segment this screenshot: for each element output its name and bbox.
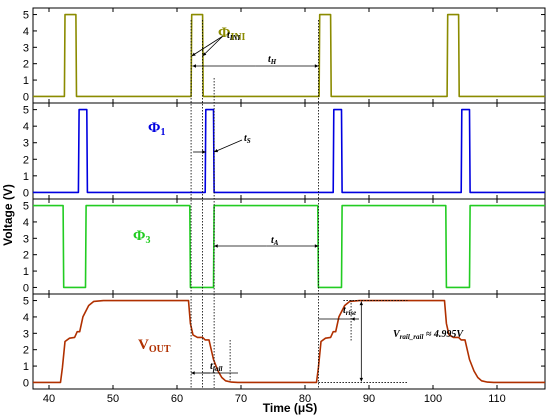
y-tick-label: 3 <box>23 328 29 340</box>
arrow-t-rise-head-head <box>351 317 355 321</box>
x-tick-label: 40 <box>43 393 55 405</box>
arrow-t-ini-b <box>202 35 224 57</box>
y-axis-label: Voltage (V) <box>1 184 15 246</box>
x-axis-label: Time (μS) <box>263 401 317 415</box>
arrow-t-fall-a-head <box>191 371 195 375</box>
x-tick-label: 100 <box>424 393 442 405</box>
y-tick-label: 3 <box>23 138 29 150</box>
x-tick-label: 80 <box>299 393 311 405</box>
series-line-2 <box>33 204 545 289</box>
y-tick-label: 2 <box>23 59 29 71</box>
arrow-t-ini-a-head <box>191 52 196 56</box>
arrow-t-ini-a-shaft <box>191 35 224 57</box>
y-tick-label: 1 <box>23 171 29 183</box>
y-tick-label: 4 <box>23 26 29 38</box>
y-tick-label: 1 <box>23 75 29 87</box>
arrow-t-s-b-head <box>214 148 219 153</box>
arrow-t-h-right <box>255 64 319 68</box>
arrow-t-s-b-shaft <box>213 139 243 153</box>
series-line-1 <box>33 108 545 194</box>
arrow-t-h-right-head <box>314 64 319 68</box>
panel-title-phi-3: Φ3 <box>133 228 150 246</box>
arrow-vrail-down-head <box>359 377 364 382</box>
series-line-3 <box>33 299 545 384</box>
annotation-t-h: tH <box>268 54 277 66</box>
x-tick-label: 70 <box>235 393 247 405</box>
panel-2: 0 1 2 3 4 5 <box>23 198 546 295</box>
y-tick-label: 2 <box>23 250 29 262</box>
arrow-t-s-a <box>193 150 206 154</box>
arrow-t-a-left-head <box>214 244 218 248</box>
arrow-t-a-right <box>266 244 319 248</box>
panel-3: 0 1 2 3 4 5 <box>23 293 546 390</box>
y-tick-label: 2 <box>23 345 29 357</box>
annotation-t-ini: tINI <box>227 30 241 42</box>
arrow-t-s-a-head <box>202 150 206 154</box>
y-tick-label: 1 <box>23 266 29 278</box>
x-tick-label: 90 <box>363 393 375 405</box>
series-line-0 <box>33 13 545 98</box>
panel-frame <box>32 7 546 104</box>
arrow-vrail-up <box>359 301 364 340</box>
arrow-vrail-up-head <box>359 301 364 306</box>
panel-1: 0 1 2 3 4 5 <box>23 102 546 200</box>
y-tick-label: 2 <box>23 154 29 166</box>
arrow-t-s-b <box>213 139 243 153</box>
x-axis-group: 40 50 60 70 80 90 100 110 <box>43 393 506 405</box>
arrow-t-h-left <box>192 64 256 68</box>
y-tick-label: 4 <box>23 121 29 133</box>
y-tick-label: 3 <box>23 42 29 54</box>
y-tick-label: 3 <box>23 233 29 245</box>
y-tick-label: 0 <box>23 187 29 199</box>
panel-frame <box>32 293 546 390</box>
y-tick-label: 4 <box>23 312 29 324</box>
panels-group: 0 1 2 3 4 5 0 1 2 3 4 5 0 1 2 3 4 5 0 1 2 3 4 5 <box>23 7 546 390</box>
annotation-v-rail: Vrail_rail ≈ 4.995V <box>393 329 464 341</box>
annotation-t-fall: tfall <box>210 361 223 373</box>
annotation-t-a: tA <box>271 235 279 247</box>
arrow-t-h-left-head <box>192 64 196 68</box>
annotation-t-s: tS <box>244 133 251 145</box>
arrow-t-ini-b-head <box>202 52 207 56</box>
panel-title-phi-ini: ΦINI <box>218 25 246 43</box>
arrow-t-a-right-head <box>314 244 319 248</box>
x-tick-label: 50 <box>107 393 119 405</box>
annotation-t-rise: trise <box>343 305 356 317</box>
y-tick-label: 5 <box>23 201 29 213</box>
y-tick-label: 4 <box>23 217 29 229</box>
panel-frame <box>32 198 546 295</box>
guide-lines-group <box>190 20 408 388</box>
y-tick-label: 5 <box>23 296 29 308</box>
panel-title-vout: VOUT <box>138 337 171 355</box>
x-tick-label: 110 <box>488 393 506 405</box>
panel-0: 0 1 2 3 4 5 <box>23 7 546 104</box>
panel-title-phi-1: Φ1 <box>148 120 165 138</box>
x-tick-label: 60 <box>171 393 183 405</box>
y-tick-label: 0 <box>23 377 29 389</box>
arrow-t-rise-head <box>351 317 359 321</box>
arrow-vrail-down <box>359 340 364 382</box>
y-tick-label: 5 <box>23 10 29 22</box>
arrow-t-ini-b-shaft <box>202 35 224 57</box>
arrow-t-a-left <box>214 244 267 248</box>
panel-frame <box>32 102 546 200</box>
y-tick-label: 1 <box>23 361 29 373</box>
y-tick-label: 0 <box>23 91 29 103</box>
y-tick-label: 0 <box>23 282 29 294</box>
y-tick-label: 5 <box>23 105 29 117</box>
arrow-t-ini-a <box>191 35 224 57</box>
